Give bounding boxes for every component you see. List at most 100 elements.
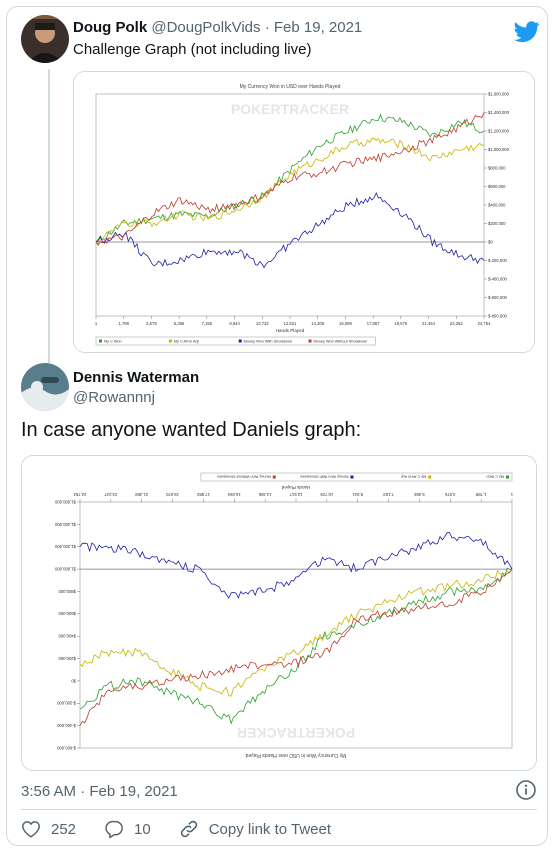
y-tick-label: $-400,000 [56,723,76,728]
chart-title: My Currency Won in USD over Hands Played [245,752,346,758]
x-tick-label: 8,941 [352,492,363,497]
quoted-header: Doug Polk @DougPolkVids · Feb 19, 2021 [73,19,362,36]
series-line [95,112,485,247]
x-tick-label: 3,576 [444,492,455,497]
y-tick-label: $1,600,000 [488,92,510,97]
x-tick-label: 8,944 [229,321,240,326]
legend-swatch [428,475,432,479]
like-count: 252 [51,820,77,838]
x-tick-label: 1 [95,321,98,326]
chart-1-svg: My Currency Won in USD over Hands Played… [74,72,534,352]
chart-background [22,456,536,770]
y-tick-label: $-800,000 [488,314,508,319]
y-tick-label: $1,200,000 [488,129,510,134]
legend-label: My C Won [486,475,504,479]
legend-label: My C All-In Adj [401,475,426,479]
y-tick-label: $600,000 [488,184,506,189]
x-tick-label: 1,788 [475,492,486,497]
tweet-card: Doug Polk @DougPolkVids · Feb 19, 2021 C… [6,6,548,846]
quoted-tweet-text: Challenge Graph (not including live) [73,41,312,58]
author-handle-row: @Rowannnj [73,389,155,406]
chart-watermark: POKERTRACKER [237,725,355,741]
tweet-header: Dennis Waterman [73,369,199,386]
dennis-avatar[interactable] [21,363,69,411]
like-button[interactable]: 252 [21,820,76,838]
chart-background [74,72,534,352]
x-tick-label: 12,517 [289,492,302,497]
copy-link-label: Copy link to Tweet [208,820,332,838]
x-tick-label: 19,670 [165,492,178,497]
info-icon[interactable] [515,779,537,801]
legend-label: My C Won [104,339,122,343]
quoted-author-handle[interactable]: @DougPolkVids [151,19,261,36]
author-name[interactable]: Dennis Waterman [73,369,200,386]
x-tick-label: 24,754 [73,492,86,497]
link-icon [180,820,197,838]
legend-box [200,472,513,482]
legend-swatch [308,339,312,343]
y-tick-label: $1,200,000 [54,544,76,549]
y-tick-label: $200,000 [58,656,76,661]
tweet-timestamp[interactable]: 3:56 AM · Feb 19, 2021 [21,783,178,800]
doug-avatar[interactable] [21,15,69,63]
y-tick-label: $400,000 [58,634,76,639]
y-tick-label: $200,000 [488,221,506,226]
dennis-avatar-image [21,363,69,411]
y-tick-label: $600,000 [58,611,76,616]
x-tick-label: 1,789 [118,321,129,326]
quoted-date[interactable]: Feb 19, 2021 [273,19,363,36]
x-tick-label: 1 [510,492,513,497]
series-line [79,568,513,726]
series-line [79,568,513,697]
series-line [79,567,513,725]
x-tick-label: 7,153 [383,492,394,497]
legend-label: My C All-In Adj [174,339,199,343]
chart-image-1[interactable]: My Currency Won in USD over Hands Played… [73,71,535,353]
thread-line [48,69,50,363]
legend-label: Money Won With Showdown [244,339,292,343]
y-tick-label: $1,400,000 [54,522,76,527]
y-tick-label: $400,000 [488,203,506,208]
chart-image-2[interactable]: My Currency Won in USD over Hands Played… [21,455,537,771]
y-tick-label: $-600,000 [56,745,76,750]
doug-avatar-image [21,15,69,63]
y-tick-label: $1,000,000 [488,147,510,152]
x-tick-label: 12,521 [284,321,297,326]
action-bar: 252 10 Copy link to Tweet [21,819,359,839]
copy-link-button[interactable]: Copy link to Tweet [179,819,331,839]
reply-button[interactable]: 10 [104,820,151,838]
x-tick-label: 19,675 [394,321,407,326]
legend-swatch [168,339,172,343]
y-tick-label: $-400,000 [488,277,508,282]
x-axis-label: Hands Played [276,328,305,333]
quoted-separator: · [260,19,274,36]
x-tick-label: 17,882 [196,492,209,497]
x-tick-label: 3,578 [146,321,157,326]
y-tick-label: $-200,000 [488,258,508,263]
divider [21,809,537,810]
y-tick-label: $1,400,000 [488,110,510,115]
y-tick-label: $1,600,000 [54,499,76,504]
legend-swatch [506,475,509,479]
x-tick-label: 23,247 [104,492,117,497]
legend-swatch [272,475,276,479]
y-tick-label: $-200,000 [56,701,76,706]
legend-swatch [350,475,354,479]
author-handle[interactable]: @Rowannnj [73,389,155,406]
legend-swatch [238,339,242,343]
series-line [79,532,513,599]
reply-count: 10 [134,820,151,838]
y-tick-label: $0 [488,240,493,245]
quoted-author-name[interactable]: Doug Polk [73,19,148,36]
series-line [95,191,485,269]
legend-label: Money Won With Showdown [300,475,348,479]
legend-label: Money Won Without Showdown [314,339,368,343]
legend-label: Money Won Without Showdown [217,475,271,479]
y-tick-label: $800,000 [58,589,76,594]
legend-swatch [99,339,102,343]
x-tick-label: 17,887 [367,321,380,326]
chart-group: My Currency Won in USD over Hands Played… [22,456,536,770]
y-tick-label: $800,000 [488,166,506,171]
reply-icon [105,820,123,838]
twitter-bird-icon[interactable] [514,21,540,43]
